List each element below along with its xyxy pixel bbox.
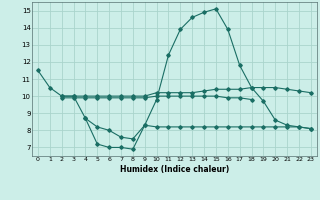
X-axis label: Humidex (Indice chaleur): Humidex (Indice chaleur) (120, 165, 229, 174)
